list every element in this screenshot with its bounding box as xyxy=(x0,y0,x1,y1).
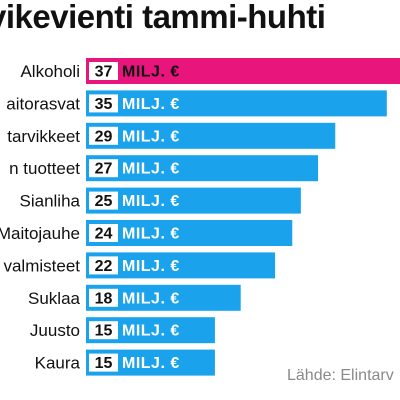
bar-4 xyxy=(86,155,319,182)
category-label-3: tarvikkeet xyxy=(7,127,80,146)
value-box-1 xyxy=(89,62,118,80)
data-label-3: 29 xyxy=(95,128,113,145)
category-label-9: Juusto xyxy=(30,321,80,340)
category-label-4: n tuotteet xyxy=(9,159,80,178)
value-box-3 xyxy=(89,126,118,145)
value-box-7 xyxy=(89,256,118,275)
category-label-7: valmisteet xyxy=(3,256,80,275)
category-label-10: Kaura xyxy=(35,354,81,373)
unit-label-5: MILJ. € xyxy=(122,193,180,210)
value-box-5 xyxy=(89,191,118,210)
bar-5 xyxy=(86,187,301,214)
unit-label-1: MILJ. € xyxy=(122,64,180,81)
data-label-1: 37 xyxy=(95,64,113,81)
value-box-10 xyxy=(89,353,118,372)
category-label-6: Maitojauhe xyxy=(0,224,80,243)
bar-3 xyxy=(86,122,336,149)
data-label-8: 18 xyxy=(95,290,113,307)
unit-label-6: MILJ. € xyxy=(122,226,180,243)
unit-label-9: MILJ. € xyxy=(122,323,180,340)
data-label-6: 24 xyxy=(95,226,113,243)
unit-label-7: MILJ. € xyxy=(122,258,180,275)
data-label-4: 27 xyxy=(95,161,113,178)
value-box-2 xyxy=(89,94,118,113)
bar-6 xyxy=(86,220,293,246)
unit-label-2: MILJ. € xyxy=(122,96,180,113)
category-label-8: Suklaa xyxy=(28,289,81,308)
source-note: Lähde: Elintarv xyxy=(287,367,394,384)
unit-label-8: MILJ. € xyxy=(122,290,180,307)
chart-title: vikevienti tammi-huhti xyxy=(0,0,326,35)
unit-label-10: MILJ. € xyxy=(122,355,180,372)
category-label-5: Sianliha xyxy=(20,192,81,211)
unit-label-4: MILJ. € xyxy=(122,161,180,178)
data-label-9: 15 xyxy=(95,323,113,340)
value-box-8 xyxy=(89,288,118,307)
data-label-10: 15 xyxy=(95,355,113,372)
value-box-4 xyxy=(89,159,118,178)
bar-1 xyxy=(86,58,400,84)
category-label-1: Alkoholi xyxy=(20,62,80,81)
value-box-6 xyxy=(89,224,118,242)
data-label-2: 35 xyxy=(95,96,113,113)
unit-label-3: MILJ. € xyxy=(122,128,180,145)
data-label-7: 22 xyxy=(95,258,113,275)
data-label-5: 25 xyxy=(95,193,113,210)
value-box-9 xyxy=(89,321,118,340)
category-label-2: aitorasvat xyxy=(6,94,80,113)
bar-2 xyxy=(86,90,387,117)
